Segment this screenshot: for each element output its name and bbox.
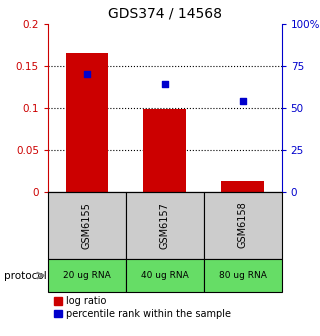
FancyBboxPatch shape (48, 259, 126, 292)
Point (84, 71, 90, 77)
Bar (221, 181, 264, 192)
FancyBboxPatch shape (204, 192, 282, 259)
Bar (143, 109, 186, 192)
Text: 40 ug RNA: 40 ug RNA (141, 271, 189, 280)
Text: GSM6157: GSM6157 (160, 202, 170, 249)
Bar (66, 53, 108, 192)
Legend: log ratio, percentile rank within the sample: log ratio, percentile rank within the sa… (53, 295, 231, 320)
Point (240, 98, 245, 103)
FancyBboxPatch shape (48, 192, 126, 259)
Point (162, 81, 167, 87)
Text: protocol: protocol (4, 270, 46, 281)
Text: 20 ug RNA: 20 ug RNA (63, 271, 111, 280)
Text: GSM6155: GSM6155 (82, 202, 92, 249)
FancyBboxPatch shape (126, 192, 204, 259)
Title: GDS374 / 14568: GDS374 / 14568 (108, 7, 222, 21)
FancyBboxPatch shape (126, 259, 204, 292)
Text: GSM6158: GSM6158 (238, 202, 248, 249)
Text: 80 ug RNA: 80 ug RNA (219, 271, 267, 280)
FancyBboxPatch shape (204, 259, 282, 292)
